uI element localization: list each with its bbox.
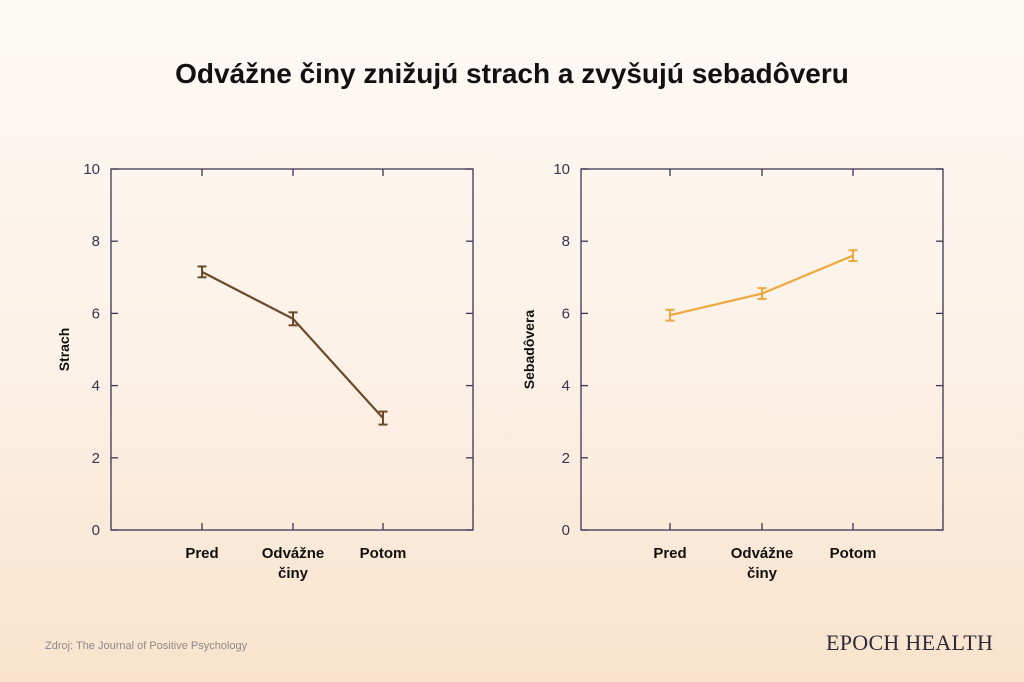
y-tick-label: 8 [562, 233, 570, 250]
y-tick-label: 4 [562, 378, 570, 395]
y-axis-label: Strach [56, 328, 72, 372]
category-label: Pred [185, 545, 218, 562]
series-line [669, 254, 854, 317]
y-axis-label: Sebadôvera [521, 310, 537, 390]
category-label: činy [278, 565, 309, 582]
category-label: Pred [653, 545, 686, 562]
y-tick-label: 4 [92, 378, 100, 395]
plot-frame [580, 168, 944, 531]
y-tick-label: 0 [92, 522, 100, 539]
source-note: Zdroj: The Journal of Positive Psycholog… [45, 640, 248, 652]
category-label: Potom [360, 545, 407, 562]
category-label: Odvážne [731, 545, 794, 562]
plot-frame [110, 168, 474, 531]
category-label: činy [747, 565, 778, 582]
category-label: Potom [830, 545, 877, 562]
category-label: Odvážne [262, 545, 325, 562]
y-tick-label: 0 [562, 522, 570, 539]
brand-logo: EPOCH HEALTH [826, 630, 994, 655]
y-tick-label: 2 [562, 450, 570, 467]
y-tick-label: 2 [92, 450, 100, 467]
y-tick-label: 10 [83, 161, 100, 178]
y-tick-label: 10 [553, 161, 570, 178]
chart-title: Odvážne činy znižujú strach a zvyšujú se… [175, 58, 849, 89]
y-tick-label: 6 [562, 305, 570, 322]
y-tick-label: 8 [92, 233, 100, 250]
y-tick-label: 6 [92, 305, 100, 322]
